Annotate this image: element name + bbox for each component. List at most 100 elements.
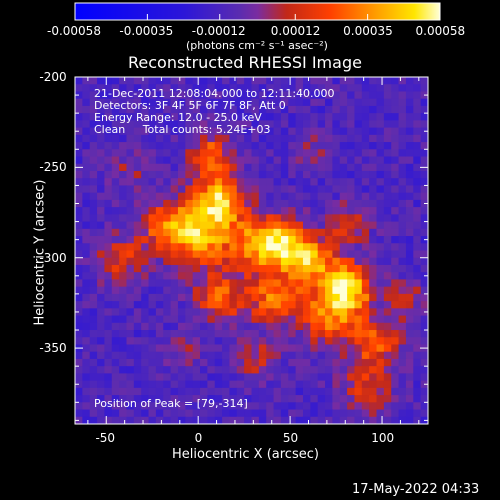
- heatmap-cell: [391, 308, 400, 317]
- heatmap-cell: [288, 272, 297, 280]
- heatmap-cell: [97, 98, 105, 107]
- heatmap-cell: [369, 236, 378, 244]
- heatmap-cell: [376, 286, 385, 295]
- heatmap-cell: [200, 98, 208, 107]
- heatmap-cell: [207, 185, 216, 194]
- heatmap-cell: [347, 301, 355, 309]
- y-tick-label: -300: [39, 250, 67, 265]
- heatmap-cell: [251, 257, 260, 266]
- heatmap-cell: [288, 163, 297, 172]
- heatmap-cell: [222, 272, 230, 280]
- heatmap-cell: [214, 84, 223, 92]
- heatmap-cell: [413, 98, 422, 107]
- heatmap-cell: [192, 322, 201, 331]
- heatmap-cell: [126, 330, 135, 338]
- heatmap-cell: [192, 77, 201, 85]
- heatmap-cell: [295, 163, 304, 172]
- heatmap-cell: [82, 207, 91, 215]
- heatmap-cell: [222, 105, 230, 114]
- heatmap-cell: [332, 344, 341, 353]
- heatmap-cell: [214, 272, 223, 280]
- heatmap-cell: [258, 207, 267, 215]
- heatmap-cell: [302, 366, 311, 374]
- heatmap-cell: [273, 221, 282, 230]
- heatmap-cell: [361, 91, 370, 100]
- heatmap-cell: [391, 178, 400, 186]
- heatmap-cell: [317, 315, 326, 324]
- heatmap-cell: [222, 120, 230, 129]
- heatmap-cell: [222, 77, 230, 85]
- heatmap-cell: [170, 199, 179, 208]
- heatmap-cell: [251, 156, 260, 165]
- heatmap-cell: [133, 387, 142, 396]
- heatmap-cell: [376, 257, 385, 266]
- heatmap-cell: [420, 366, 429, 374]
- heatmap-cell: [214, 395, 223, 403]
- heatmap-cell: [361, 409, 370, 418]
- heatmap-cell: [339, 236, 348, 244]
- heatmap-cell: [317, 286, 326, 295]
- heatmap-cell: [273, 156, 282, 165]
- heatmap-cell: [354, 337, 363, 345]
- heatmap-cell: [413, 142, 422, 150]
- heatmap-cell: [75, 98, 83, 107]
- heatmap-cell: [251, 163, 260, 172]
- heatmap-cell: [104, 207, 113, 215]
- heatmap-cell: [229, 351, 238, 360]
- heatmap-cell: [339, 337, 348, 345]
- heatmap-cell: [111, 207, 120, 215]
- heatmap-cell: [369, 250, 378, 259]
- heatmap-cell: [185, 105, 194, 114]
- heatmap-cell: [398, 308, 407, 317]
- heatmap-cell: [148, 373, 157, 382]
- heatmap-cell: [148, 207, 157, 215]
- heatmap-cell: [398, 134, 407, 143]
- heatmap-cell: [273, 293, 282, 302]
- heatmap-cell: [89, 120, 98, 129]
- heatmap-cell: [177, 163, 186, 172]
- heatmap-cell: [192, 163, 201, 172]
- heatmap-cell: [185, 380, 194, 389]
- heatmap-cell: [155, 149, 164, 158]
- heatmap-cell: [391, 77, 400, 85]
- heatmap-cell: [258, 409, 267, 418]
- heatmap-cell: [391, 142, 400, 150]
- heatmap-cell: [111, 228, 120, 237]
- heatmap-cell: [133, 113, 142, 121]
- heatmap-cell: [185, 395, 194, 403]
- heatmap-cell: [244, 113, 252, 121]
- heatmap-cell: [89, 163, 98, 172]
- heatmap-cell: [185, 127, 194, 136]
- heatmap-cell: [288, 185, 297, 194]
- heatmap-cell: [310, 163, 319, 172]
- heatmap-cell: [288, 366, 297, 374]
- heatmap-cell: [383, 380, 392, 389]
- heatmap-cell: [369, 113, 378, 121]
- heatmap-cell: [141, 156, 150, 165]
- heatmap-cell: [310, 337, 319, 345]
- heatmap-cell: [163, 257, 172, 266]
- heatmap-cell: [347, 185, 355, 194]
- heatmap-cell: [214, 214, 223, 223]
- heatmap-cell: [236, 337, 245, 345]
- heatmap-cell: [148, 351, 157, 360]
- heatmap-cell: [295, 387, 304, 396]
- heatmap-cell: [332, 358, 341, 367]
- heatmap-cell: [325, 221, 333, 230]
- heatmap-cell: [280, 207, 289, 215]
- heatmap-cell: [163, 236, 172, 244]
- heatmap-cell: [266, 192, 275, 201]
- heatmap-cell: [207, 199, 216, 208]
- heatmap-cell: [310, 344, 319, 353]
- heatmap-cell: [170, 373, 179, 382]
- heatmap-cell: [82, 272, 91, 280]
- heatmap-cell: [339, 185, 348, 194]
- heatmap-cell: [354, 149, 363, 158]
- heatmap-cell: [111, 243, 120, 251]
- heatmap-cell: [361, 293, 370, 302]
- heatmap-cell: [347, 293, 355, 302]
- heatmap-cell: [244, 308, 252, 317]
- heatmap-cell: [280, 120, 289, 129]
- heatmap-cell: [295, 98, 304, 107]
- heatmap-cell: [170, 221, 179, 230]
